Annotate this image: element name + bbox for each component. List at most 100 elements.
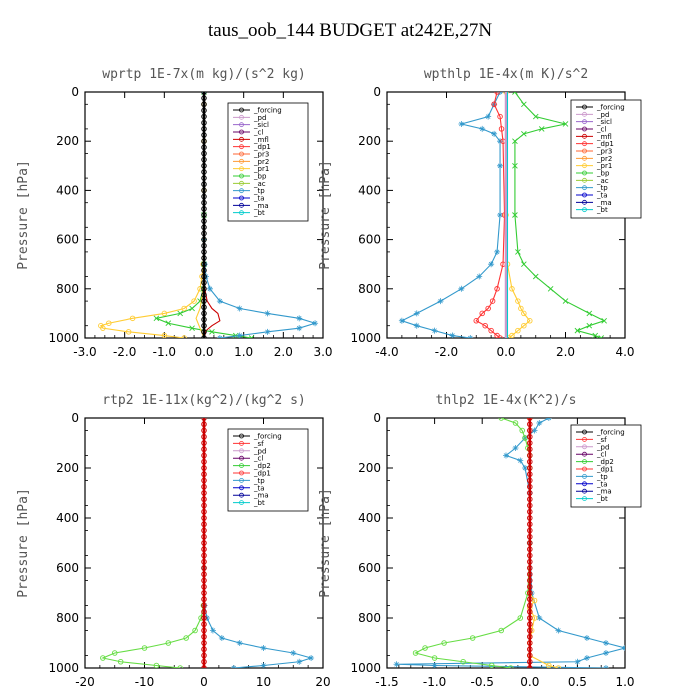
legend-marker: [582, 429, 587, 435]
data-point: [201, 230, 207, 237]
series-line_dp1: [101, 418, 205, 668]
data-point: [248, 335, 255, 338]
data-point: [476, 273, 483, 280]
series-line_bp: [514, 92, 606, 338]
data-point: [441, 640, 447, 646]
y-tick-label: 800: [358, 611, 381, 625]
data-point: [517, 457, 524, 464]
y-tick-label: 400: [358, 511, 381, 525]
data-point: [460, 659, 466, 665]
data-point: [111, 650, 118, 656]
data-point: [527, 318, 533, 324]
data-point: [527, 609, 533, 615]
legend: _forcing_pd_sicl_cl_mfl_dp1_pr3_pr2_pr1_…: [570, 99, 642, 219]
data-point: [201, 206, 207, 212]
legend-entry: _ac: [596, 177, 609, 185]
data-point: [165, 640, 172, 646]
panel-2: wpthlp 1E-4x(m K)/s^2 Pressure [hPa] -4.0 -…: [318, 67, 642, 359]
data-point: [201, 446, 207, 453]
data-point: [527, 615, 533, 621]
data-point: [201, 113, 207, 120]
legend-entry: _ma: [596, 199, 612, 207]
data-point: [602, 665, 609, 668]
panel-1: wprtp 1E-7x(m kg)/(s^2 kg) Pressure [hPa]…: [16, 67, 333, 359]
x-tick-label: 1.0: [615, 675, 634, 689]
data-point: [192, 627, 198, 634]
data-point: [512, 162, 518, 169]
data-point: [106, 320, 112, 326]
legend-marker: [239, 492, 244, 498]
data-point: [522, 435, 528, 441]
data-point: [527, 640, 533, 646]
data-point: [201, 255, 207, 261]
data-point: [398, 317, 405, 324]
data-point: [201, 212, 207, 218]
data-point: [201, 267, 207, 274]
legend-marker: [239, 114, 244, 120]
data-point: [536, 615, 543, 621]
data-point: [527, 621, 533, 628]
data-point: [473, 318, 480, 324]
data-point: [527, 421, 533, 428]
data-point: [201, 552, 207, 559]
data-point: [491, 101, 497, 108]
y-axis-label: Pressure [hPa]: [16, 488, 31, 598]
legend-entry: _ta: [596, 480, 608, 488]
data-point: [527, 418, 533, 421]
legend-marker: [239, 500, 244, 506]
legend-marker: [239, 470, 244, 476]
legend-marker: [582, 177, 587, 183]
x-tick-label: 2.0: [274, 345, 293, 359]
data-point: [201, 484, 207, 490]
legend-entry: _sicl: [596, 118, 612, 126]
panel-4: thlp2 1E-4x(K^2)/s Pressure [hPa] -1.5 -1.0…: [318, 393, 642, 689]
legend-marker: [582, 155, 587, 161]
y-tick-label: 0: [71, 411, 79, 425]
y-tick-label: 1000: [350, 661, 381, 675]
data-point: [165, 320, 172, 327]
legend-entry: _pr3: [596, 148, 612, 156]
legend-marker: [239, 463, 244, 469]
data-point: [201, 421, 207, 428]
x-tick-label: 1.0: [234, 345, 253, 359]
data-point: [117, 659, 124, 665]
data-point: [141, 645, 148, 651]
data-point: [497, 113, 503, 120]
y-tick-label: 600: [358, 561, 381, 575]
data-point: [491, 130, 498, 137]
data-point: [201, 565, 207, 571]
data-point: [125, 329, 132, 335]
legend: _forcing_pd_sicl_cl_mfl_dp1_pr3_pr2_pr1_…: [227, 102, 309, 222]
y-tick-label: 600: [56, 233, 79, 247]
data-point: [527, 634, 533, 640]
data-point: [181, 305, 187, 312]
legend-marker: [582, 488, 587, 494]
legend-marker: [582, 185, 587, 191]
data-point: [592, 332, 599, 338]
data-point: [413, 310, 420, 317]
legend-entry: _forcing: [596, 429, 625, 437]
data-point: [201, 527, 207, 534]
legend-entry: _ma: [253, 202, 269, 210]
data-point: [583, 655, 590, 661]
data-point: [296, 315, 303, 322]
data-point: [509, 286, 515, 292]
data-point: [218, 635, 225, 641]
data-point: [527, 459, 533, 465]
y-tick-label: 200: [358, 134, 381, 148]
data-point: [201, 322, 207, 329]
data-point: [230, 665, 237, 668]
data-point: [412, 650, 419, 656]
legend-marker: [239, 136, 244, 142]
x-tick-label: 0.0: [520, 675, 539, 689]
data-point: [527, 515, 533, 521]
legend-entry: _bp: [596, 170, 610, 178]
data-point: [236, 332, 243, 338]
data-point: [506, 335, 512, 338]
series-line_dp1: [475, 92, 506, 338]
data-point: [512, 92, 518, 95]
data-point: [201, 434, 207, 440]
data-point: [574, 327, 581, 334]
x-tick-label: -1.0: [153, 345, 176, 359]
x-tick-label: -1.5: [375, 675, 398, 689]
